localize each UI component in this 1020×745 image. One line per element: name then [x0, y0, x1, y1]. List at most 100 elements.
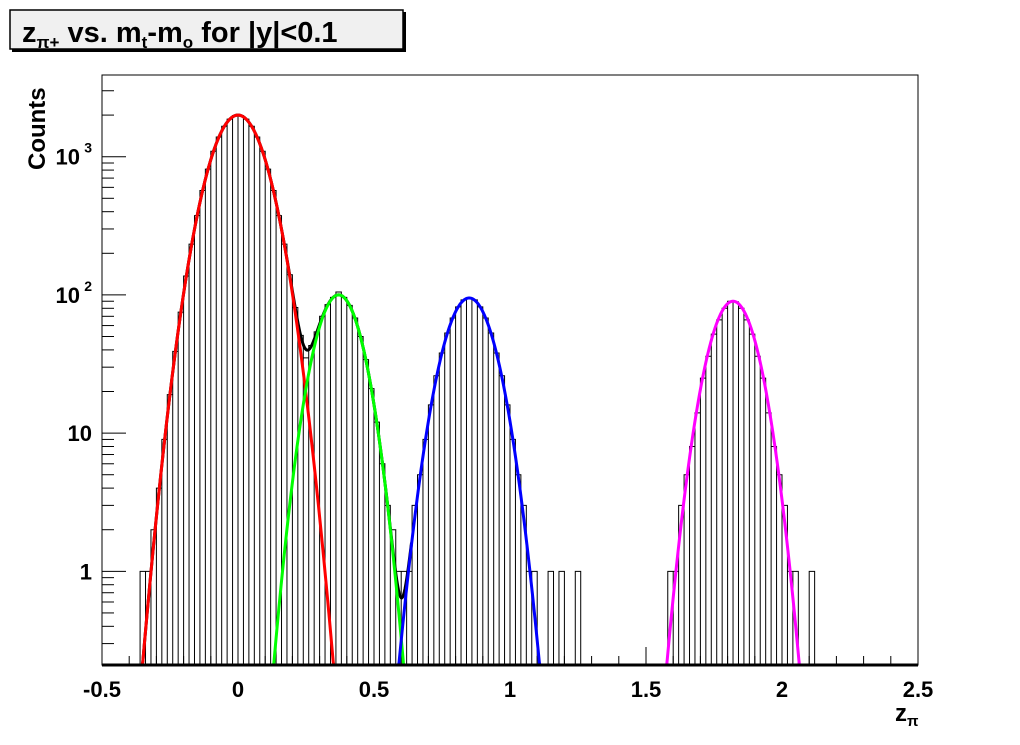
histogram-bin — [755, 356, 760, 665]
histogram-bin — [744, 320, 749, 665]
histogram-bin — [249, 126, 254, 665]
histogram-bin — [809, 571, 814, 665]
title-box: zπ+ vs. mt-mo for |y|<0.1 — [9, 9, 406, 52]
histogram-bin — [233, 116, 238, 665]
histogram-bin — [254, 137, 259, 665]
histogram-bin — [717, 320, 722, 665]
histogram-bin — [418, 475, 423, 665]
histogram-bin — [559, 571, 564, 665]
histogram-bin — [466, 298, 471, 665]
histogram-bin — [434, 376, 439, 665]
histogram-bin — [428, 405, 433, 665]
histogram-bin — [445, 333, 450, 665]
histogram-bin — [347, 305, 352, 665]
x-axis-label: zπ — [895, 700, 919, 730]
histogram — [102, 115, 918, 666]
x-tick-label: 1 — [504, 677, 516, 702]
histogram-bin — [260, 151, 265, 665]
histogram-bin — [194, 216, 199, 665]
y-tick-exponent: 3 — [84, 140, 92, 156]
x-tick-label: 1.5 — [631, 677, 662, 702]
gaussian-fit-curve — [257, 293, 413, 667]
histogram-bin — [227, 119, 232, 665]
x-tick-label: 0 — [232, 677, 244, 702]
gaussian-fit-curve — [140, 113, 336, 667]
histogram-bin — [309, 346, 314, 665]
histogram-bin — [760, 378, 765, 665]
histogram-bin — [167, 395, 172, 665]
histogram-bin — [733, 302, 738, 665]
histogram-bin — [282, 244, 287, 665]
y-tick-label: 1 — [80, 559, 92, 584]
histogram-bin — [178, 312, 183, 665]
gaussian-fit-curve — [374, 296, 546, 667]
histogram-bin — [184, 276, 189, 665]
histogram-bin — [205, 169, 210, 665]
histogram-bin — [695, 413, 700, 665]
histogram-bin — [222, 126, 227, 665]
histogram-bin — [728, 301, 733, 665]
histogram-bin — [771, 447, 776, 665]
histogram-bin — [352, 318, 357, 665]
x-tick-label: 2 — [776, 677, 788, 702]
histogram-outline — [102, 115, 918, 666]
y-tick-exponent: 2 — [84, 278, 92, 294]
histogram-bin — [690, 447, 695, 665]
histogram-bin — [450, 318, 455, 665]
histogram-bin — [477, 307, 482, 665]
histogram-bin — [423, 439, 428, 665]
histogram-bin — [505, 405, 510, 665]
histogram-bin — [706, 356, 711, 665]
histogram-bin — [374, 422, 379, 665]
histogram-bin — [766, 413, 771, 665]
histogram-bin — [483, 318, 488, 665]
histogram-bin — [298, 335, 303, 665]
y-tick-label: 10 — [68, 421, 92, 446]
histogram-bin — [216, 137, 221, 665]
histogram-bin — [548, 571, 553, 665]
histogram-bin — [439, 353, 444, 665]
chart-title: zπ+ vs. mt-mo for |y|<0.1 — [22, 17, 338, 52]
histogram-bin — [336, 292, 341, 665]
histogram-bin — [738, 308, 743, 665]
histogram-bin — [711, 334, 716, 665]
histogram-bin — [243, 119, 248, 665]
histogram-bin — [722, 308, 727, 665]
histogram-bin — [320, 316, 325, 665]
histogram-bin — [173, 351, 178, 665]
fit-curves — [140, 113, 818, 667]
y-tick-label: 10 — [56, 283, 80, 308]
histogram-bin — [369, 389, 374, 665]
histogram-bin — [494, 353, 499, 665]
histogram-bin — [510, 439, 515, 665]
histogram-bin — [287, 275, 292, 665]
histogram-bin — [330, 297, 335, 665]
histogram-bin — [515, 475, 520, 665]
histogram-bin — [265, 169, 270, 665]
histogram-bin — [238, 116, 243, 665]
x-tick-label: -0.5 — [83, 677, 121, 702]
histogram-bin — [472, 300, 477, 665]
x-tick-label: 0.5 — [359, 677, 390, 702]
histogram-bin — [358, 337, 363, 665]
histogram-bin — [341, 297, 346, 665]
histogram-bin — [749, 334, 754, 665]
histogram-bin — [456, 307, 461, 665]
histogram-bin — [189, 244, 194, 665]
histogram-bin — [499, 376, 504, 665]
histogram-bin — [271, 191, 276, 665]
histogram-bin — [575, 571, 580, 665]
histogram-bin — [200, 191, 205, 665]
gaussian-fit-curve — [659, 299, 818, 667]
histogram-bin — [488, 333, 493, 665]
histogram-bin — [461, 300, 466, 665]
histogram-bin — [379, 464, 384, 665]
histogram-bin — [363, 360, 368, 665]
y-axis-label: Counts — [24, 87, 51, 170]
histogram-bin — [162, 439, 167, 665]
histogram-bin — [700, 378, 705, 665]
histogram-bin — [211, 151, 216, 665]
y-tick-label: 10 — [56, 145, 80, 170]
